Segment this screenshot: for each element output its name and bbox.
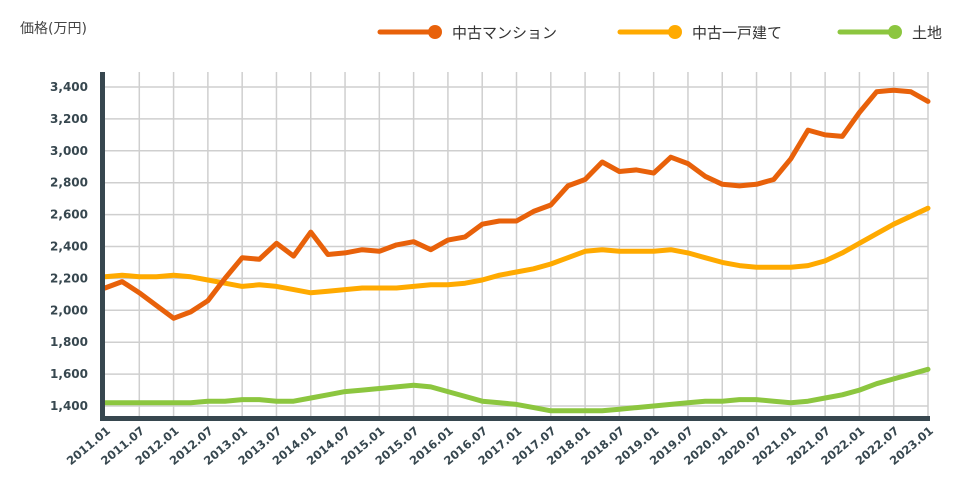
- y-axis-ticks: 1,400 1,600 1,800 2,000 2,200 2,400 2,600 2,800…: [50, 80, 88, 413]
- grid: [105, 72, 929, 418]
- legend-marker-icon: [888, 25, 902, 39]
- series-lines: [102, 87, 931, 414]
- x-axis-line: [100, 416, 930, 421]
- series-line-1: [102, 205, 931, 296]
- legend-item-1: 中古一戸建て: [617, 24, 782, 42]
- legend-marker-icon: [668, 25, 682, 39]
- y-tick-label: 1,600: [50, 367, 88, 381]
- y-tick-label: 3,400: [50, 80, 88, 94]
- legend-label: 中古マンション: [452, 24, 557, 42]
- legend: 中古マンション 中古一戸建て 土地: [377, 24, 942, 42]
- y-tick-label: 2,600: [50, 208, 88, 222]
- y-tick-label: 1,400: [50, 399, 88, 413]
- y-axis-label: 価格(万円): [20, 21, 87, 37]
- y-tick-label: 2,200: [50, 271, 88, 285]
- y-tick-label: 2,000: [50, 303, 88, 317]
- y-axis-line: [100, 72, 105, 421]
- legend-label: 中古一戸建て: [692, 24, 782, 42]
- y-tick-label: 3,200: [50, 112, 88, 126]
- legend-label: 土地: [912, 24, 942, 42]
- legend-marker-icon: [428, 25, 442, 39]
- series-line-0: [102, 87, 931, 321]
- y-tick-label: 3,000: [50, 144, 88, 158]
- y-tick-label: 2,400: [50, 240, 88, 254]
- legend-item-2: 土地: [837, 24, 942, 42]
- legend-item-0: 中古マンション: [377, 24, 557, 42]
- x-axis-ticks: 2011.012011.072012.012012.072013.012013.…: [64, 424, 936, 468]
- y-tick-label: 1,800: [50, 335, 88, 349]
- y-tick-label: 2,800: [50, 176, 88, 190]
- series-line-2: [102, 366, 931, 414]
